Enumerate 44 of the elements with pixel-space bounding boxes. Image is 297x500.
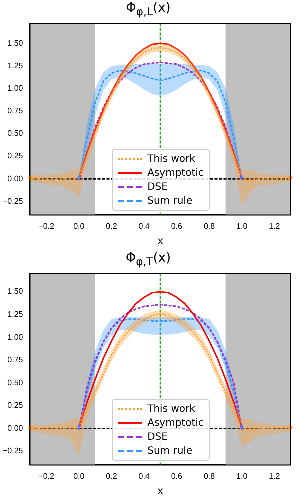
legend-label: DSE xyxy=(148,182,168,193)
x-axis-title: x xyxy=(158,485,164,498)
x-tick-label: 0.8 xyxy=(204,472,216,482)
x-tick-label: 0.8 xyxy=(204,222,216,232)
x-tick-label: 0.0 xyxy=(74,472,86,482)
y-tick-label: 0.25 xyxy=(8,401,24,410)
y-tick-label: 0.50 xyxy=(8,378,24,388)
x-tick-label: 0.0 xyxy=(74,222,86,232)
y-tick-label: −0.25 xyxy=(2,446,24,456)
x-tick-label: 1.0 xyxy=(236,222,248,232)
y-tick-label: 1.50 xyxy=(8,287,24,296)
x-tick-label: 0.2 xyxy=(106,472,118,482)
legend-label: Sum rule xyxy=(148,446,193,457)
legend-label: This work xyxy=(148,154,196,165)
legend-label: Asymptotic xyxy=(148,418,204,429)
legend-label: DSE xyxy=(148,432,168,443)
x-tick-label: 0.6 xyxy=(171,222,184,232)
chart-title: Φ$_{φ,L}$(x) xyxy=(125,0,172,19)
legend-label: Asymptotic xyxy=(148,168,204,179)
x-tick-label: 1.0 xyxy=(236,472,248,482)
x-tick-label: −0.2 xyxy=(38,472,55,482)
x-tick-label: 0.4 xyxy=(138,472,150,482)
x-tick-label: 0.4 xyxy=(138,222,150,232)
y-tick-label: 0.75 xyxy=(8,356,24,365)
y-tick-label: 1.50 xyxy=(8,38,24,48)
y-tick-label: 0.25 xyxy=(8,152,24,161)
y-tick-label: −0.25 xyxy=(2,196,24,206)
x-tick-label: 0.2 xyxy=(106,222,118,232)
y-tick-label: 0.50 xyxy=(8,129,24,138)
y-tick-label: 0.75 xyxy=(8,106,24,116)
chart-title: Φ$_{φ,T}$(x) xyxy=(124,250,172,269)
x-tick-label: −0.2 xyxy=(38,222,55,232)
y-tick-label: 1.00 xyxy=(8,332,24,342)
legend-label: This work xyxy=(148,404,196,415)
legend-label: Sum rule xyxy=(148,196,193,207)
x-tick-label: 1.2 xyxy=(269,222,281,232)
y-tick-label: 1.25 xyxy=(8,61,24,70)
y-tick-label: 1.25 xyxy=(8,310,24,320)
y-tick-label: 1.00 xyxy=(8,84,24,94)
y-tick-label: 0.00 xyxy=(8,424,24,433)
y-tick-label: 0.00 xyxy=(8,174,24,184)
x-axis-title: x xyxy=(158,235,164,248)
x-tick-label: 1.2 xyxy=(269,472,281,482)
x-tick-label: 0.6 xyxy=(171,472,184,482)
